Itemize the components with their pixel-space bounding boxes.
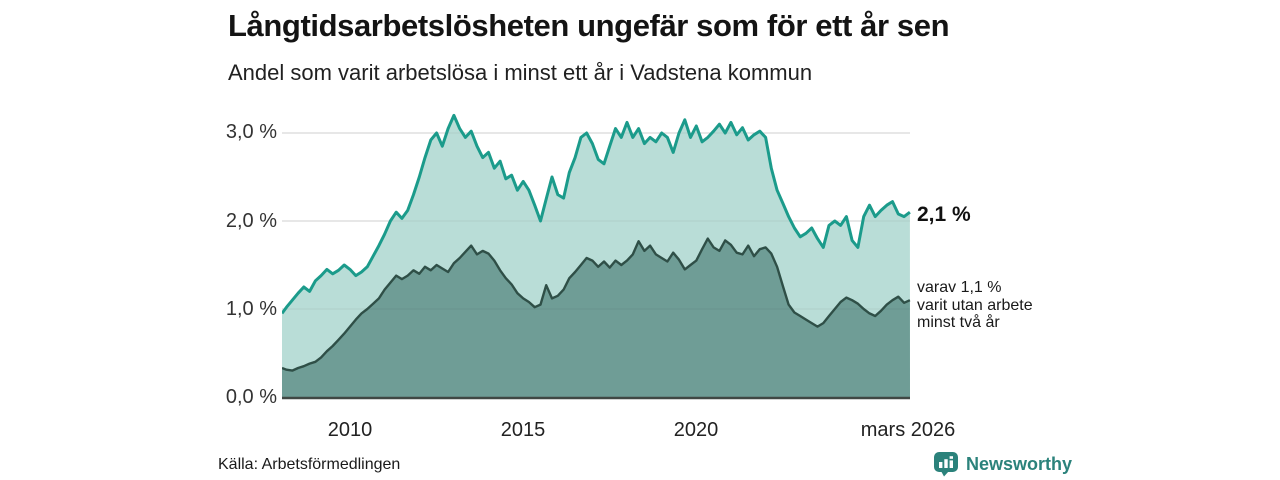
line-total-one-year xyxy=(282,113,911,315)
chart-subtitle: Andel som varit arbetslösa i minst ett å… xyxy=(228,60,813,85)
value-label-total: 2,1 % xyxy=(917,203,971,226)
newsworthy-bar-chart-icon xyxy=(934,452,958,477)
chart-title: Långtidsarbetslösheten ungefär som för e… xyxy=(228,8,950,43)
value-label-secondary-line3: minst två år xyxy=(917,314,1000,331)
y-axis-label-0: 0,0 % xyxy=(225,386,277,408)
x-axis-label-2010: 2010 xyxy=(327,419,373,441)
x-axis-label-2015: 2015 xyxy=(500,419,546,441)
value-label-secondary-line2: varit utan arbete xyxy=(917,296,1033,314)
source-text: Källa: Arbetsförmedlingen xyxy=(218,456,401,473)
y-axis-label-1: 1,0 % xyxy=(225,298,277,320)
area-chart-plot xyxy=(282,113,911,400)
area-secondary-two-years xyxy=(282,238,910,397)
x-axis-label-mars-2026: mars 2026 xyxy=(860,419,956,441)
value-label-secondary: varav 1,1 % varit utan arbete minst två … xyxy=(917,279,1067,332)
newsworthy-logo[interactable]: Newsworthy xyxy=(933,450,1072,478)
line-secondary-two-years xyxy=(282,237,911,372)
newsworthy-logo-text: Newsworthy xyxy=(966,453,1073,474)
x-axis-label-2020: 2020 xyxy=(673,419,719,441)
y-axis-label-2: 2,0 % xyxy=(225,210,277,232)
value-label-secondary-line1: varav 1,1 % xyxy=(917,279,1002,296)
y-axis-label-3: 3,0 % xyxy=(225,121,277,143)
